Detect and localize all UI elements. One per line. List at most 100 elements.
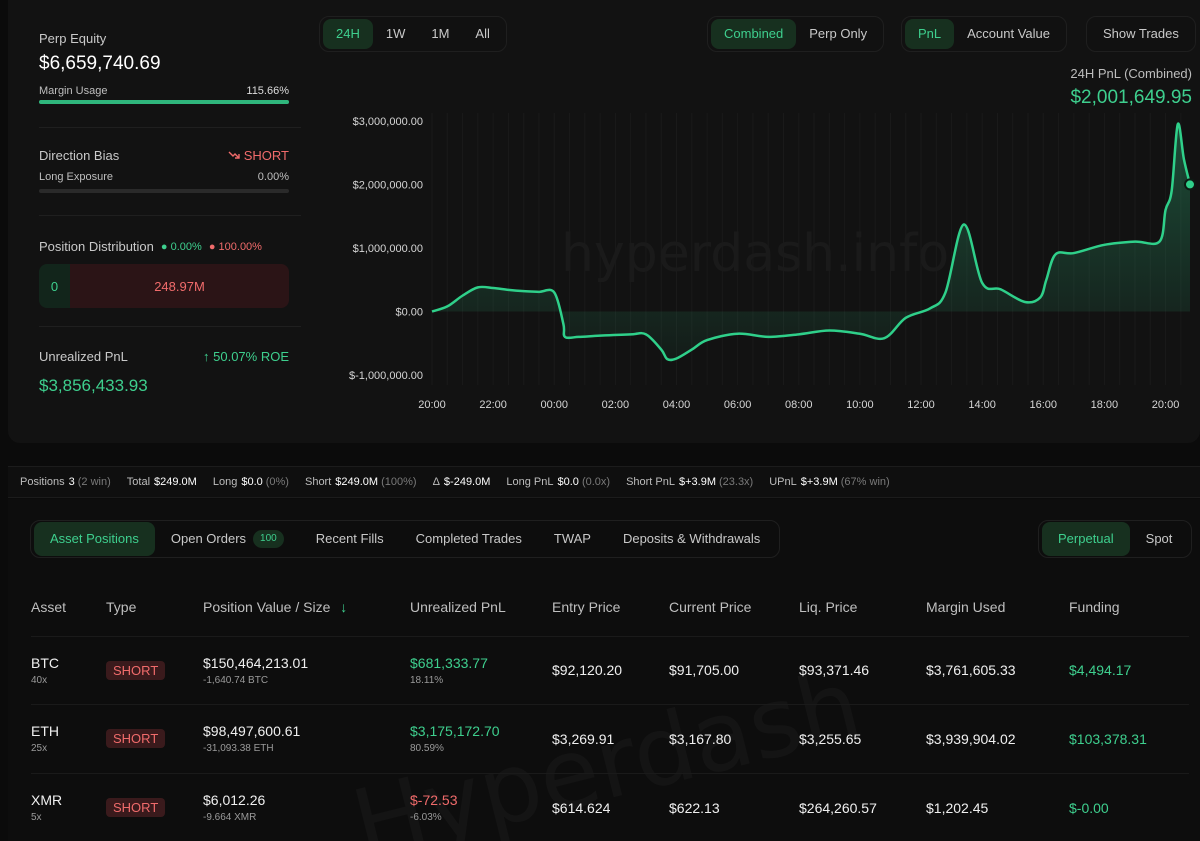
position-size: -31,093.38 ETH [203, 743, 274, 755]
x-tick-label: 00:00 [540, 399, 568, 411]
asset-name[interactable]: XMR [31, 792, 63, 808]
pnl-chart[interactable]: $3,000,000.00 $2,000,000.00 $1,000,000.00 $… [328, 60, 1200, 420]
position-value: $150,464,213.01 [203, 654, 309, 671]
liq-price: $3,255.65 [799, 704, 926, 773]
col-margin-used[interactable]: Margin Used [926, 599, 1006, 616]
funding: $103,378.31 [1069, 704, 1189, 773]
col-unrealized-pnl[interactable]: Unrealized PnL [410, 599, 506, 616]
current-point-marker [1184, 178, 1196, 191]
dist-long-value: 0 [39, 264, 70, 308]
positions-tabs: Asset Positions Open Orders 100 Recent Fi… [30, 520, 781, 558]
summary-short-pnl-extra: (23.3x) [718, 476, 754, 488]
entry-price: $92,120.20 [552, 635, 669, 705]
trend-down-icon [228, 151, 240, 159]
x-tick-label: 16:00 [1030, 399, 1058, 411]
summary-long-value: $0.0 [241, 476, 263, 488]
summary-long-pnl-extra: (0.0x) [581, 476, 611, 488]
margin-used: $3,761,605.33 [926, 635, 1069, 705]
positions-summary: Positions 3 (2 win) Total $249.0M Long $0.0(… [8, 466, 1200, 498]
dist-short-pct: 100.00% [218, 240, 262, 253]
long-exposure-value: 0.00% [257, 171, 289, 183]
upnl-value: $-72.53 [410, 792, 458, 808]
time-range-selector: 24H 1W 1M All [319, 16, 507, 52]
y-tick-label: $0.00 [395, 307, 423, 319]
tab-deposits-withdrawals[interactable]: Deposits & Withdrawals [622, 531, 761, 546]
metric-pnl[interactable]: PnL [905, 19, 955, 49]
y-tick-label: $1,000,000.00 [353, 243, 423, 255]
table-header: Asset Type Position Value / Size ↓ Unrea… [31, 579, 1189, 636]
perp-equity-block: Perp Equity $6,659,740.69 Margin Usage 1… [39, 31, 289, 104]
col-funding[interactable]: Funding [1069, 599, 1120, 616]
roe-value: 50.07% ROE [213, 349, 289, 364]
x-tick-label: 04:00 [663, 399, 691, 411]
current-price: $3,167.80 [669, 704, 799, 773]
summary-long-pnl-value: $0.0 [557, 476, 579, 488]
type-badge: SHORT [106, 729, 166, 749]
col-position-value[interactable]: Position Value / Size ↓ [203, 579, 410, 636]
asset-name[interactable]: ETH [31, 723, 59, 740]
tab-asset-positions[interactable]: Asset Positions [34, 522, 155, 556]
table-row[interactable]: BTC 40x SHORT $150,464,213.01 -1,640.74 BT… [31, 635, 1189, 705]
mode-perp-only[interactable]: Perp Only [809, 26, 868, 41]
time-range-1w[interactable]: 1W [385, 26, 406, 41]
mode-combined[interactable]: Combined [711, 19, 797, 49]
entry-price: $614.624 [552, 772, 669, 841]
time-range-1m[interactable]: 1M [431, 26, 450, 41]
position-distribution-block: Position Distribution ● 0.00% ● 100.00% … [39, 239, 289, 308]
summary-total-value: $249.0M [154, 476, 197, 488]
current-price: $91,705.00 [669, 635, 799, 705]
x-tick-label: 14:00 [968, 399, 996, 411]
table-row[interactable]: XMR 5x SHORT $6,012.26 -9.664 XMR $-72.53 -… [31, 772, 1189, 841]
metric-account-value[interactable]: Account Value [967, 26, 1051, 41]
summary-positions-label: Positions [20, 476, 65, 488]
tab-completed-trades[interactable]: Completed Trades [415, 531, 522, 546]
x-tick-label: 12:00 [907, 399, 935, 411]
sort-down-icon: ↓ [340, 599, 348, 616]
market-spot[interactable]: Spot [1145, 531, 1173, 546]
col-asset[interactable]: Asset [31, 599, 67, 616]
upnl-pct: 18.11% [410, 674, 444, 686]
tab-open-orders[interactable]: Open Orders 100 [155, 522, 300, 556]
market-toggle: Perpetual Spot [1038, 520, 1193, 558]
col-liq-price[interactable]: Liq. Price [799, 599, 858, 616]
asset-leverage: 5x [31, 812, 42, 823]
direction-bias-value: SHORT [243, 148, 289, 163]
col-entry-price[interactable]: Entry Price [552, 599, 621, 616]
show-trades-button[interactable]: Show Trades [1103, 26, 1179, 41]
summary-short-value: $249.0M [335, 476, 379, 488]
unrealized-pnl-label: Unrealized PnL [39, 349, 128, 364]
distribution-bar: 0 248.97M [39, 264, 289, 308]
summary-short-label: Short [304, 476, 332, 488]
x-tick-label: 08:00 [785, 399, 813, 411]
dist-short-value: 248.97M [70, 264, 289, 308]
asset-name[interactable]: BTC [31, 654, 59, 671]
liq-price: $264,260.57 [799, 772, 926, 841]
summary-long-pnl-label: Long PnL [506, 476, 554, 488]
time-range-all[interactable]: All [475, 26, 490, 41]
funding: $4,494.17 [1069, 635, 1189, 705]
position-size: -1,640.74 BTC [203, 674, 269, 686]
asset-leverage: 40x [31, 674, 48, 686]
unrealized-pnl-block: Unrealized PnL ↑ 50.07% ROE $3,856,433.9… [39, 349, 289, 396]
tab-recent-fills[interactable]: Recent Fills [315, 531, 384, 546]
col-current-price[interactable]: Current Price [669, 599, 752, 616]
y-tick-label: $2,000,000.00 [353, 180, 423, 192]
position-value: $6,012.26 [203, 792, 266, 808]
position-size: -9.664 XMR [203, 812, 257, 823]
position-distribution-label: Position Distribution [39, 239, 154, 254]
position-value: $98,497,600.61 [203, 723, 301, 740]
summary-upnl-extra: (67% win) [840, 476, 890, 488]
market-perpetual[interactable]: Perpetual [1042, 522, 1130, 556]
time-range-24h[interactable]: 24H [323, 19, 373, 49]
col-type[interactable]: Type [106, 599, 137, 616]
positions-panel: Hyperdash Asset Positions Open Orders100… [8, 499, 1200, 841]
divider [39, 127, 301, 128]
tab-twap[interactable]: TWAP [553, 531, 591, 546]
metric-toggle: PnL Account Value [901, 16, 1068, 52]
arrow-up-icon: ↑ [203, 349, 210, 364]
tab-open-orders-label: Open Orders [170, 531, 247, 546]
table-row[interactable]: ETH 25x SHORT $98,497,600.61 -31,093.38 ET… [31, 704, 1189, 773]
type-badge: SHORT [106, 660, 166, 680]
chart-header: 24H PnL (Combined) $2,001,649.95 [1070, 66, 1192, 109]
short-dot-icon: ● [208, 240, 216, 253]
